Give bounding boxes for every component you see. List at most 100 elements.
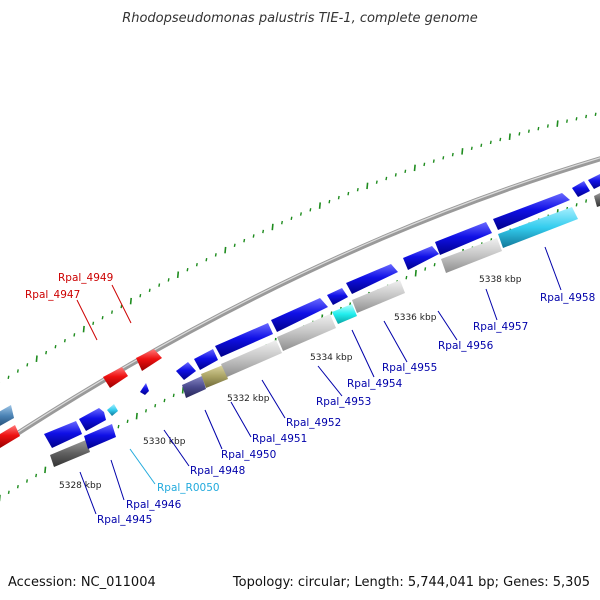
scale-tick xyxy=(537,126,540,131)
gene-rpal-4954-bar[interactable] xyxy=(332,304,357,324)
page-title: Rhodopseudomonas palustris TIE-1, comple… xyxy=(122,11,478,26)
scale-tick xyxy=(111,310,113,314)
gene-label-rpal-4952[interactable]: Rpal_4952 xyxy=(286,417,341,429)
gene-label-rpal-4958[interactable]: Rpal_4958 xyxy=(540,292,595,304)
scale-tick xyxy=(139,293,142,298)
scale-tick xyxy=(224,246,227,254)
scale-tick xyxy=(45,350,48,355)
gene-label-rpal-4948[interactable]: Rpal_4948 xyxy=(190,465,245,477)
scale-tick xyxy=(290,216,293,221)
scale-tick xyxy=(16,484,19,489)
feature-blue-partial-2[interactable] xyxy=(588,174,600,189)
scale-tick xyxy=(546,124,549,128)
gene-rpal-4945-arrow[interactable] xyxy=(44,421,82,448)
scale-tick xyxy=(309,208,312,212)
genome-summary-text: Topology: circular; Length: 5,744,041 bp… xyxy=(232,575,590,590)
gene-rpal-4957-bar[interactable] xyxy=(441,238,502,273)
scale-tick xyxy=(518,132,521,136)
gene-label-rpal-4956[interactable]: Rpal_4956 xyxy=(438,340,494,352)
scale-tick xyxy=(356,187,359,192)
scale-tick xyxy=(489,140,492,145)
gene-label-rpal-4955[interactable]: Rpal_4955 xyxy=(382,362,437,374)
gene-rpal-4956-arrow[interactable] xyxy=(403,246,439,270)
gene-label-rpal-r0050[interactable]: Rpal_R0050 xyxy=(157,482,220,494)
scale-tick xyxy=(433,262,436,267)
gene-rpal-4952-bar[interactable] xyxy=(221,340,282,377)
scale-tick xyxy=(63,338,66,343)
feature-steel-partial[interactable] xyxy=(0,405,14,427)
scale-tick xyxy=(82,325,85,333)
outer-tick-track xyxy=(0,112,597,383)
scale-tick-label: 5336 kbp xyxy=(394,313,437,323)
scale-tick xyxy=(26,479,28,483)
scale-tick xyxy=(54,344,57,349)
gene-rpal-4958-bar[interactable] xyxy=(498,207,578,248)
feature-blue-partial-1[interactable] xyxy=(572,181,590,197)
scale-tick xyxy=(337,195,340,200)
scale-tick xyxy=(92,321,95,326)
scale-tick xyxy=(413,164,416,172)
scale-tick xyxy=(385,176,388,181)
scale-tick-label: 5338 kbp xyxy=(479,275,522,285)
scale-tick xyxy=(423,162,426,167)
gene-label-rpal-4951[interactable]: Rpal_4951 xyxy=(252,433,307,445)
scale-tick xyxy=(214,253,217,257)
gene-rpal-4945-bar[interactable] xyxy=(50,440,90,467)
scale-tick xyxy=(527,129,530,133)
gene-rpal-4953-arrow[interactable] xyxy=(271,298,328,332)
gene-rpal-4955-arrow[interactable] xyxy=(346,264,398,294)
gene-rpal-4946-arrow[interactable] xyxy=(79,408,106,431)
gene-rpal-4951-bar[interactable] xyxy=(201,365,228,388)
gene-label-rpal-4946[interactable]: Rpal_4946 xyxy=(126,499,182,511)
gene-rpal-4948[interactable] xyxy=(140,383,149,395)
scale-tick-label: 5328 kbp xyxy=(59,481,102,491)
scale-tick xyxy=(176,271,180,278)
gene-rpal-4951-arrow[interactable] xyxy=(194,349,218,370)
scale-tick xyxy=(442,156,445,160)
gene-label-rpal-4949[interactable]: Rpal_4949 xyxy=(58,272,113,284)
feature-dark-partial[interactable] xyxy=(594,193,600,207)
scale-tick xyxy=(158,283,161,287)
rna-rpal-r0050[interactable] xyxy=(107,404,118,416)
scale-tick xyxy=(35,473,38,478)
accession-text: Accession: NC_011004 xyxy=(8,575,156,590)
scale-tick xyxy=(26,363,29,367)
feature-red-partial[interactable] xyxy=(0,425,20,448)
scale-tick xyxy=(7,375,10,380)
scale-tick xyxy=(101,315,104,320)
scale-tick xyxy=(299,212,302,216)
scale-tick xyxy=(499,137,502,142)
gene-rpal-4958-arrow[interactable] xyxy=(493,193,570,230)
scale-tick xyxy=(44,466,47,474)
gene-label-rpal-4953[interactable]: Rpal_4953 xyxy=(316,396,371,408)
scale-tick xyxy=(117,424,120,429)
scale-tick xyxy=(347,191,350,196)
gene-rpal-4947[interactable] xyxy=(103,367,128,388)
scale-tick xyxy=(262,229,265,234)
gene-label-rpal-4947[interactable]: Rpal_4947 xyxy=(25,289,80,301)
scale-tick xyxy=(375,180,378,184)
scale-tick xyxy=(126,419,129,424)
gene-rpal-4957-arrow[interactable] xyxy=(435,222,492,255)
scale-tick xyxy=(575,117,578,121)
gene-label-rpal-4945[interactable]: Rpal_4945 xyxy=(97,514,152,526)
scale-tick xyxy=(432,159,435,163)
gene-rpal-4949[interactable] xyxy=(136,349,162,371)
scale-tick xyxy=(252,234,255,238)
gene-rpal-4955-bar[interactable] xyxy=(352,280,405,313)
scale-tick xyxy=(16,369,19,373)
gene-rpal-4950-bar[interactable] xyxy=(182,376,206,398)
gene-rpal-4954-arrow[interactable] xyxy=(327,288,348,305)
scale-tick xyxy=(233,243,236,248)
scale-tick-label: 5332 kbp xyxy=(227,394,270,404)
genome-backbone xyxy=(0,156,600,448)
gene-rpal-4950-arrow[interactable] xyxy=(176,362,196,380)
gene-rpal-4952-arrow[interactable] xyxy=(215,323,273,357)
feature-track xyxy=(0,174,600,467)
gene-label-rpal-4950[interactable]: Rpal_4950 xyxy=(221,449,276,461)
gene-rpal-4946-bar[interactable] xyxy=(84,424,116,449)
gene-rpal-4953-bar[interactable] xyxy=(277,314,336,351)
gene-label-rpal-4954[interactable]: Rpal_4954 xyxy=(347,378,403,390)
gene-label-rpal-4957[interactable]: Rpal_4957 xyxy=(473,321,528,333)
scale-tick xyxy=(556,120,559,127)
